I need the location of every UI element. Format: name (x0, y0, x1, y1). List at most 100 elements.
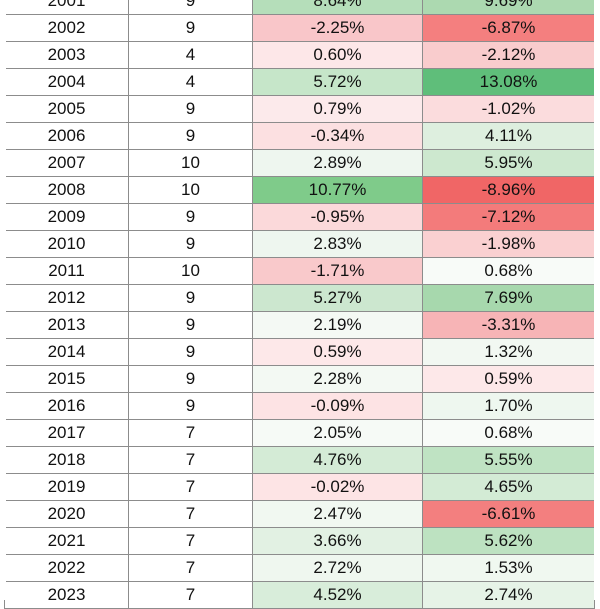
return-a-cell[interactable]: 10.77% (252, 176, 423, 204)
return-a-cell[interactable]: 2.28% (252, 365, 423, 393)
table-row: 2010 9 2.83% -1.98% (4, 230, 595, 258)
return-a-cell[interactable]: -0.34% (252, 122, 423, 150)
year-cell[interactable]: 2014 (4, 338, 129, 366)
count-cell[interactable]: 7 (128, 554, 253, 582)
count-cell[interactable]: 9 (128, 95, 253, 123)
count-cell[interactable]: 9 (128, 392, 253, 420)
return-a-cell[interactable]: 4.52% (252, 581, 423, 609)
year-cell[interactable]: 2009 (4, 203, 129, 231)
year-cell[interactable]: 2016 (4, 392, 129, 420)
return-b-cell[interactable]: 0.68% (422, 257, 595, 285)
year-cell[interactable]: 2003 (4, 41, 129, 69)
count-cell[interactable]: 7 (128, 419, 253, 447)
return-a-cell[interactable]: -0.02% (252, 473, 423, 501)
year-cell[interactable]: 2002 (4, 14, 129, 42)
year-cell[interactable]: 2011 (4, 257, 129, 285)
count-cell[interactable]: 9 (128, 311, 253, 339)
count-cell[interactable]: 7 (128, 473, 253, 501)
return-a-cell[interactable]: 2.05% (252, 419, 423, 447)
return-a-cell[interactable]: 2.72% (252, 554, 423, 582)
year-cell[interactable]: 2018 (4, 446, 129, 474)
return-b-cell[interactable]: 5.55% (422, 446, 595, 474)
table-row: 2014 9 0.59% 1.32% (4, 338, 595, 366)
year-cell[interactable]: 2022 (4, 554, 129, 582)
count-cell[interactable]: 10 (128, 176, 253, 204)
count-cell[interactable]: 10 (128, 149, 253, 177)
return-b-cell[interactable]: -6.87% (422, 14, 595, 42)
count-cell[interactable]: 4 (128, 68, 253, 96)
count-cell[interactable]: 4 (128, 41, 253, 69)
count-cell[interactable]: 9 (128, 203, 253, 231)
return-b-cell[interactable]: 0.59% (422, 365, 595, 393)
year-cell[interactable]: 2023 (4, 581, 129, 609)
return-a-cell[interactable]: -0.09% (252, 392, 423, 420)
return-a-cell[interactable]: 8.64% (252, 0, 423, 15)
return-a-cell[interactable]: 0.59% (252, 338, 423, 366)
return-a-cell[interactable]: 4.76% (252, 446, 423, 474)
year-cell[interactable]: 2005 (4, 95, 129, 123)
return-b-cell[interactable]: 1.32% (422, 338, 595, 366)
return-a-cell[interactable]: 2.83% (252, 230, 423, 258)
year-cell[interactable]: 2017 (4, 419, 129, 447)
return-b-cell[interactable]: 4.65% (422, 473, 595, 501)
return-a-cell[interactable]: 0.79% (252, 95, 423, 123)
return-a-cell[interactable]: -2.25% (252, 14, 423, 42)
return-b-cell[interactable]: 5.62% (422, 527, 595, 555)
return-b-cell[interactable]: 1.70% (422, 392, 595, 420)
return-b-cell[interactable]: -7.12% (422, 203, 595, 231)
right-edge (594, 0, 600, 600)
year-cell[interactable]: 2007 (4, 149, 129, 177)
return-a-cell[interactable]: 5.72% (252, 68, 423, 96)
return-b-cell[interactable]: -1.02% (422, 95, 595, 123)
return-b-cell[interactable]: 1.53% (422, 554, 595, 582)
return-b-cell[interactable]: 5.95% (422, 149, 595, 177)
return-b-cell[interactable]: -3.31% (422, 311, 595, 339)
year-cell[interactable]: 2012 (4, 284, 129, 312)
table-row: 2002 9 -2.25% -6.87% (4, 14, 595, 42)
return-a-cell[interactable]: 2.19% (252, 311, 423, 339)
return-b-cell[interactable]: 2.74% (422, 581, 595, 609)
year-cell[interactable]: 2010 (4, 230, 129, 258)
year-cell[interactable]: 2001 (4, 0, 129, 15)
year-cell[interactable]: 2021 (4, 527, 129, 555)
return-a-cell[interactable]: 5.27% (252, 284, 423, 312)
table-row: 2005 9 0.79% -1.02% (4, 95, 595, 123)
table-row: 2015 9 2.28% 0.59% (4, 365, 595, 393)
count-cell[interactable]: 7 (128, 500, 253, 528)
year-cell[interactable]: 2020 (4, 500, 129, 528)
return-a-cell[interactable]: 2.47% (252, 500, 423, 528)
count-cell[interactable]: 9 (128, 284, 253, 312)
count-cell[interactable]: 9 (128, 122, 253, 150)
year-cell[interactable]: 2008 (4, 176, 129, 204)
count-cell[interactable]: 9 (128, 365, 253, 393)
count-cell[interactable]: 10 (128, 257, 253, 285)
count-cell[interactable]: 7 (128, 581, 253, 609)
return-b-cell[interactable]: 9.69% (422, 0, 595, 15)
count-cell[interactable]: 9 (128, 338, 253, 366)
year-cell[interactable]: 2013 (4, 311, 129, 339)
return-b-cell[interactable]: 7.69% (422, 284, 595, 312)
return-b-cell[interactable]: -2.12% (422, 41, 595, 69)
return-b-cell[interactable]: 13.08% (422, 68, 595, 96)
count-cell[interactable]: 9 (128, 0, 253, 15)
count-cell[interactable]: 9 (128, 14, 253, 42)
year-cell[interactable]: 2019 (4, 473, 129, 501)
year-cell[interactable]: 2015 (4, 365, 129, 393)
return-b-cell[interactable]: -1.98% (422, 230, 595, 258)
return-a-cell[interactable]: 2.89% (252, 149, 423, 177)
return-b-cell[interactable]: -6.61% (422, 500, 595, 528)
year-cell[interactable]: 2006 (4, 122, 129, 150)
table-row: 2006 9 -0.34% 4.11% (4, 122, 595, 150)
count-cell[interactable]: 7 (128, 446, 253, 474)
return-b-cell[interactable]: 4.11% (422, 122, 595, 150)
year-cell[interactable]: 2004 (4, 68, 129, 96)
table-row: 2001 9 8.64% 9.69% (4, 0, 595, 15)
return-a-cell[interactable]: 3.66% (252, 527, 423, 555)
count-cell[interactable]: 9 (128, 230, 253, 258)
return-b-cell[interactable]: -8.96% (422, 176, 595, 204)
return-a-cell[interactable]: -0.95% (252, 203, 423, 231)
return-b-cell[interactable]: 0.68% (422, 419, 595, 447)
return-a-cell[interactable]: -1.71% (252, 257, 423, 285)
count-cell[interactable]: 7 (128, 527, 253, 555)
return-a-cell[interactable]: 0.60% (252, 41, 423, 69)
